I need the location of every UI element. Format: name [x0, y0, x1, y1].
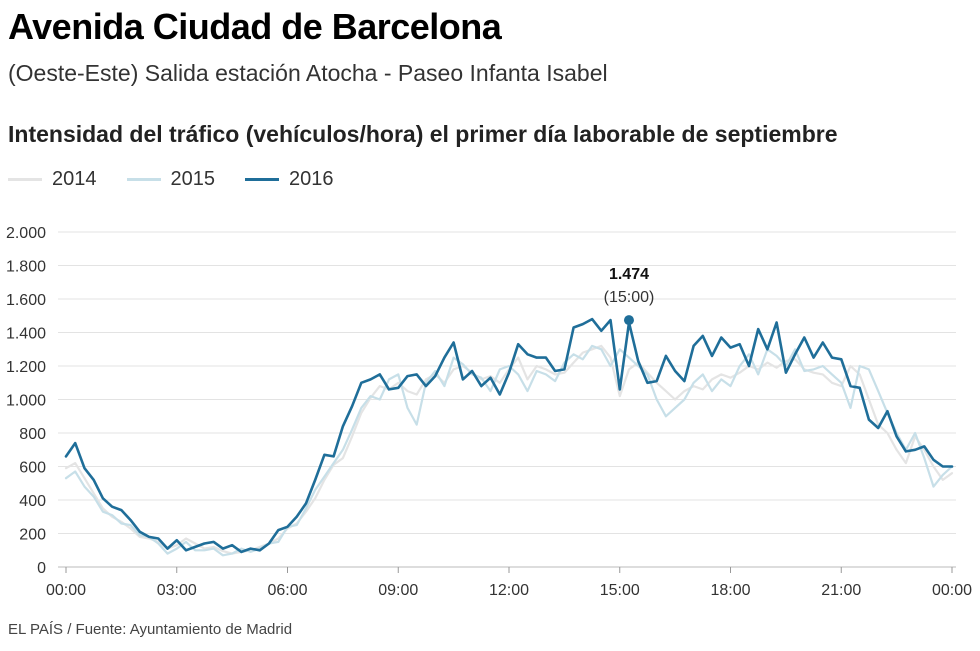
y-tick-label: 800	[19, 426, 46, 443]
chart-title: Intensidad del tráfico (vehículos/hora) …	[8, 121, 838, 147]
legend-item-2014[interactable]: 2014	[8, 168, 97, 191]
legend-label-2014: 2014	[52, 168, 97, 190]
series-line-2016	[64, 317, 954, 554]
peak-value-label: 1.474	[609, 266, 649, 283]
source-credit: EL PAÍS / Fuente: Ayuntamiento de Madrid	[8, 621, 293, 638]
x-tick-label: 00:00	[932, 582, 972, 599]
peak-time-label: (15:00)	[604, 289, 655, 306]
y-tick-label: 400	[19, 493, 46, 510]
y-tick-label: 1.600	[6, 292, 46, 309]
x-tick-label: 18:00	[710, 582, 750, 599]
page-title: Avenida Ciudad de Barcelona	[8, 6, 502, 47]
legend-item-2015[interactable]: 2015	[126, 168, 216, 191]
y-tick-label: 1.200	[6, 359, 46, 376]
series-line-2014	[64, 344, 954, 555]
legend-label-2016: 2016	[289, 168, 334, 190]
y-tick-label: 2.000	[6, 225, 46, 242]
x-tick-label: 00:00	[46, 582, 86, 599]
legend-swatch-2014	[8, 178, 42, 181]
series-line-2015	[64, 344, 954, 557]
legend-swatch-2015	[126, 178, 161, 181]
x-tick-label: 12:00	[489, 582, 529, 599]
x-tick-label: 15:00	[600, 582, 640, 599]
x-tick-label: 03:00	[157, 582, 197, 599]
y-tick-label: 1.800	[6, 259, 46, 276]
legend-label-2015: 2015	[170, 168, 216, 190]
page-subtitle: (Oeste-Este) Salida estación Atocha - Pa…	[8, 60, 608, 86]
y-tick-label: 1.400	[6, 326, 46, 343]
y-tick-label: 1.000	[6, 393, 46, 410]
y-tick-label: 600	[19, 460, 46, 477]
y-tick-label: 200	[19, 527, 46, 544]
chart-legend: 2014 2015 2016	[8, 168, 364, 191]
y-tick-label: 0	[37, 560, 46, 577]
x-tick-label: 06:00	[267, 582, 307, 599]
peak-marker	[623, 315, 634, 326]
x-tick-label: 09:00	[378, 582, 418, 599]
legend-item-2016[interactable]: 2016	[245, 168, 334, 191]
x-tick-label: 21:00	[821, 582, 861, 599]
legend-swatch-2016	[245, 178, 279, 181]
